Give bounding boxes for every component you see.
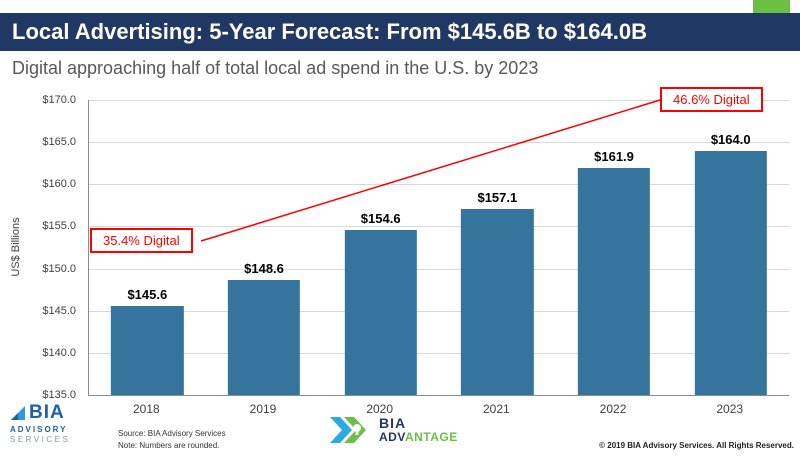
gridline (89, 310, 789, 312)
bia-logo-mark-icon (11, 406, 25, 421)
y-tick-label: $145.0 (42, 304, 76, 317)
bar-slot: $145.6 (89, 100, 206, 395)
y-axis-ticks: $170.0 $165.0 $160.0 $155.0 $150.0 $145.0 $140… (30, 94, 82, 401)
bar-2023 (694, 150, 767, 395)
bar-slot: $161.9 (556, 100, 673, 395)
y-tick-label: $170.0 (42, 94, 76, 106)
bar-slot: $154.6 (322, 100, 439, 395)
bia-advantage-logo: BIA ADVANTAGE (330, 416, 458, 443)
bar-value-label: $148.6 (244, 261, 284, 277)
bar-slot: $164.0 (672, 100, 789, 395)
bar-2022 (577, 168, 651, 395)
annotation-digital-2018: 35.4% Digital (90, 228, 193, 253)
copyright: © 2019 BIA Advisory Services. All Rights… (599, 441, 794, 450)
bar-2019 (227, 280, 301, 395)
bar-value-label: $157.1 (477, 189, 518, 205)
y-tick-label: $165.0 (42, 136, 76, 149)
advantage-logo-word: ADVANTAGE (379, 429, 458, 444)
advantage-logo-antage: ANTAGE (404, 429, 458, 444)
source-note: Source: BIA Advisory Services Note: Numb… (118, 428, 226, 452)
bar-2020 (344, 229, 417, 395)
gridline (89, 352, 789, 354)
bia-logo-services: SERVICES (10, 434, 71, 444)
x-tick-label: 2019 (249, 402, 277, 416)
advantage-logo-bia: BIA (379, 415, 407, 431)
green-accent-bar (753, 0, 790, 16)
advantage-chevrons-lightbulb-icon (330, 416, 366, 443)
x-tick-label: 2022 (599, 402, 627, 416)
y-axis-title: US$ Billions (10, 217, 22, 277)
bia-logo-advisory: ADVISORY (10, 424, 68, 434)
x-tick-label: 2023 (716, 402, 744, 416)
bia-logo: BIA ADVISORY SERVICES (10, 402, 71, 444)
bar-value-label: $161.9 (594, 149, 634, 165)
y-tick-label: $135.0 (42, 389, 76, 401)
source-text: Source: BIA Advisory Services (118, 429, 226, 438)
header-bar: Local Advertising: 5-Year Forecast: From… (0, 13, 800, 51)
x-tick-label: 2021 (483, 402, 510, 416)
y-tick-label: $150.0 (42, 262, 76, 275)
page-title: Local Advertising: 5-Year Forecast: From… (12, 19, 647, 44)
bar-slot: $148.6 (206, 100, 323, 395)
subtitle: Digital approaching half of total local … (12, 58, 539, 78)
y-tick-label: $140.0 (42, 346, 76, 359)
bia-logo-text: BIA (29, 402, 65, 423)
gridline (89, 268, 789, 270)
y-tick-label: $155.0 (42, 220, 76, 233)
bar-2021 (461, 208, 534, 395)
plot-area: $145.6 $148.6 $154.6 $157.1 $161.9 $164.0 (88, 100, 789, 396)
y-tick-label: $160.0 (42, 178, 76, 191)
bar-2018 (111, 305, 184, 395)
x-axis-labels: 2018 2019 2020 2021 2022 2023 (88, 402, 788, 416)
annotation-digital-2023: 46.6% Digital (660, 87, 763, 112)
bar-value-label: $164.0 (710, 131, 751, 147)
x-tick-label: 2018 (132, 402, 160, 416)
advantage-logo-adv: ADV (379, 429, 405, 444)
bar-slot: $157.1 (439, 100, 556, 395)
bar-value-label: $154.6 (360, 210, 401, 226)
note-text: Note: Numbers are rounded. (118, 441, 220, 450)
x-tick-label: 2020 (366, 402, 394, 416)
bar-value-label: $145.6 (127, 286, 168, 302)
